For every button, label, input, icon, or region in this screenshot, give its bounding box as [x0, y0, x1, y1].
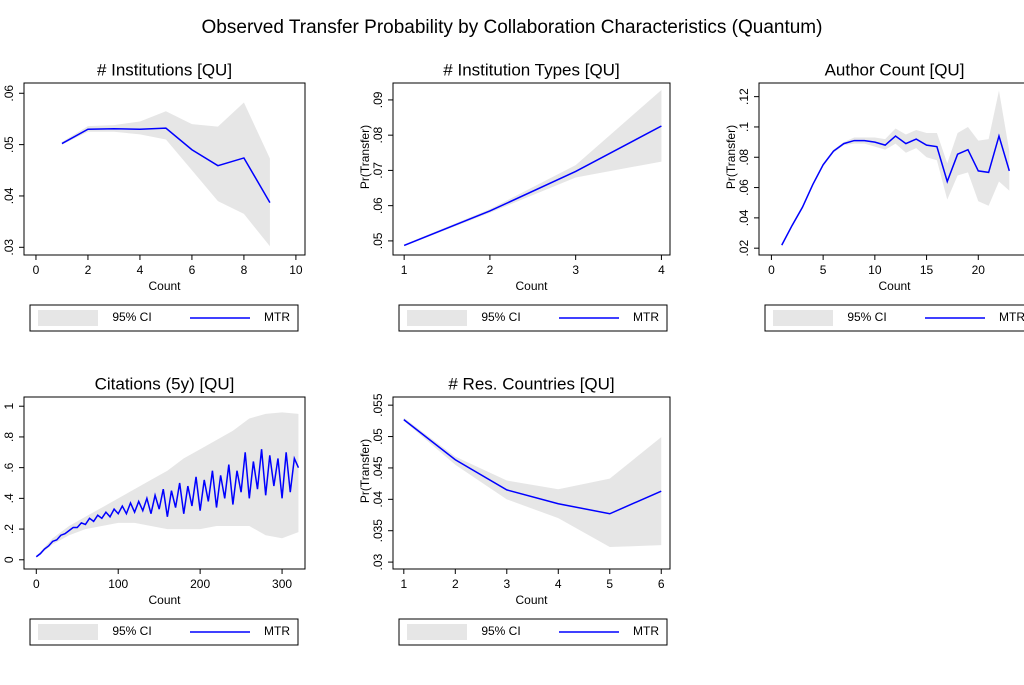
y-tick-label: 0 — [2, 556, 16, 563]
legend-swatch — [38, 624, 98, 640]
x-axis-label: Count — [148, 593, 181, 607]
ci-band — [781, 90, 1010, 247]
x-tick-label: 3 — [503, 577, 510, 591]
legend-label: 95% CI — [112, 310, 151, 324]
y-tick-label: 1 — [2, 403, 16, 410]
legend-swatch — [773, 310, 833, 326]
x-tick-label: 4 — [137, 263, 144, 277]
x-tick-label: 8 — [241, 263, 248, 277]
x-tick-label: 100 — [108, 577, 128, 591]
y-tick-label: .6 — [2, 462, 16, 472]
panel: 1 2 3 4 .05 .06 .07 .08 .09 # Institution Types [… — [358, 60, 671, 332]
ci-band — [61, 102, 270, 247]
x-tick-label: 0 — [33, 263, 40, 277]
y-tick-label: .03 — [371, 553, 385, 570]
y-tick-label: .03 — [2, 239, 16, 256]
mtr-line — [781, 133, 1011, 246]
y-tick-label: .04 — [371, 491, 385, 508]
x-tick-label: 2 — [452, 577, 459, 591]
legend-label: 95% CI — [847, 310, 886, 324]
x-tick-label: 4 — [555, 577, 562, 591]
panel: 0 5 10 15 20 .02 .04 .06 .08 .1 .12 Author Count [Q… — [724, 60, 1024, 332]
y-tick-label: .05 — [371, 428, 385, 445]
y-tick-label: .2 — [2, 524, 16, 534]
legend-label: MTR — [264, 310, 290, 324]
x-tick-label: 15 — [920, 263, 934, 277]
x-tick-label: 2 — [85, 263, 92, 277]
x-tick-label: 6 — [189, 263, 196, 277]
panel: 0 2 4 6 8 10 .03 .04 .05 .06 # Institutions [QU] Co… — [2, 60, 306, 332]
y-tick-label: .07 — [371, 162, 385, 179]
x-tick-label: 300 — [272, 577, 292, 591]
x-tick-label: 4 — [658, 263, 665, 277]
y-tick-label: .04 — [737, 209, 751, 226]
ci-band — [36, 412, 299, 558]
y-axis-label: Pr(Transfer) — [358, 439, 372, 503]
x-tick-label: 1 — [400, 577, 407, 591]
y-tick-label: .06 — [737, 179, 751, 196]
plot-title: # Institutions [QU] — [97, 60, 232, 79]
plot-title: Author Count [QU] — [825, 60, 965, 79]
x-axis-label: Count — [515, 279, 548, 293]
legend-label: MTR — [633, 624, 659, 638]
x-axis-label: Count — [148, 279, 181, 293]
legend-label: 95% CI — [481, 624, 520, 638]
y-tick-label: .02 — [737, 240, 751, 257]
x-axis-label: Count — [515, 593, 548, 607]
legend-label: MTR — [264, 624, 290, 638]
y-tick-label: .06 — [2, 85, 16, 102]
y-tick-label: .8 — [2, 432, 16, 442]
panel: 1 2 3 4 5 6 .03 .035 .04 .045 .05 .055 # Res. Countr… — [358, 374, 671, 646]
x-tick-label: 6 — [658, 577, 665, 591]
y-tick-label: .09 — [371, 91, 385, 108]
x-tick-label: 0 — [33, 577, 40, 591]
mtr-line — [35, 449, 300, 558]
mtr-line — [403, 419, 662, 515]
y-tick-label: .06 — [371, 197, 385, 214]
y-tick-label: .05 — [371, 232, 385, 249]
panel: 0 100 200 300 0 .2 .4 .6 .8 1 Citations (5y) [QU] C… — [2, 374, 306, 646]
x-tick-label: 5 — [820, 263, 827, 277]
plot-title: # Institution Types [QU] — [443, 60, 619, 79]
y-tick-label: .4 — [2, 493, 16, 503]
x-tick-label: 5 — [606, 577, 613, 591]
y-tick-label: .045 — [371, 456, 385, 480]
ci-band — [403, 417, 662, 548]
ci-band — [404, 90, 662, 247]
legend-swatch — [407, 310, 467, 326]
figure-title: Observed Transfer Probability by Collabo… — [202, 17, 823, 38]
x-tick-label: 0 — [768, 263, 775, 277]
y-tick-label: .055 — [371, 393, 385, 417]
x-tick-label: 200 — [190, 577, 210, 591]
y-tick-label: .035 — [371, 519, 385, 543]
legend-swatch — [407, 624, 467, 640]
x-tick-label: 20 — [972, 263, 986, 277]
x-tick-label: 10 — [289, 263, 303, 277]
plot-frame — [392, 82, 671, 256]
mtr-line — [61, 127, 271, 204]
y-tick-label: .08 — [371, 126, 385, 143]
plot-title: Citations (5y) [QU] — [95, 374, 235, 393]
x-tick-label: 2 — [487, 263, 494, 277]
legend-swatch — [38, 310, 98, 326]
x-tick-label: 10 — [868, 263, 882, 277]
y-tick-label: .05 — [2, 136, 16, 153]
legend-label: 95% CI — [112, 624, 151, 638]
y-tick-label: .12 — [737, 88, 751, 105]
legend-label: 95% CI — [481, 310, 520, 324]
x-tick-label: 1 — [401, 263, 408, 277]
mtr-line — [403, 125, 662, 247]
plot-title: # Res. Countries [QU] — [448, 374, 614, 393]
x-axis-label: Count — [878, 279, 911, 293]
y-tick-label: .04 — [2, 187, 16, 204]
legend-label: MTR — [999, 310, 1024, 324]
legend-label: MTR — [633, 310, 659, 324]
y-tick-label: .08 — [737, 149, 751, 166]
x-tick-label: 3 — [572, 263, 579, 277]
y-tick-label: .1 — [737, 122, 751, 132]
y-axis-label: Pr(Transfer) — [724, 125, 738, 189]
y-axis-label: Pr(Transfer) — [358, 125, 372, 189]
